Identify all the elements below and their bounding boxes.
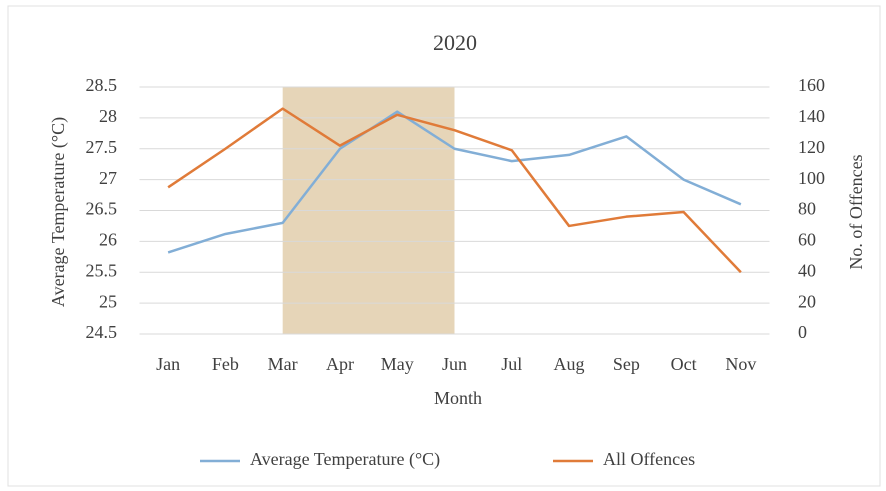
x-tick-label: Mar: [268, 354, 298, 374]
chart-title: 2020: [433, 30, 477, 55]
y2-tick-label: 140: [798, 106, 825, 126]
y-tick-label: 26: [99, 230, 117, 250]
legend-label: All Offences: [603, 449, 695, 469]
x-tick-label: Jan: [156, 354, 180, 374]
y2-tick-label: 40: [798, 260, 816, 280]
x-tick-label: Jun: [442, 354, 467, 374]
y2-tick-label: 160: [798, 75, 825, 95]
y2-tick-label: 100: [798, 168, 825, 188]
y-tick-label: 25: [99, 291, 117, 311]
y2-tick-label: 120: [798, 137, 825, 157]
y-tick-label: 24.5: [86, 322, 118, 342]
y2-tick-label: 20: [798, 291, 816, 311]
x-tick-label: Feb: [212, 354, 239, 374]
x-tick-label: May: [381, 354, 414, 374]
x-tick-label: Oct: [671, 354, 697, 374]
y2-tick-label: 60: [798, 230, 816, 250]
y-tick-label: 25.5: [86, 260, 118, 280]
y-tick-label: 27: [99, 168, 117, 188]
x-tick-label: Aug: [554, 354, 585, 374]
legend-label: Average Temperature (°C): [250, 449, 440, 470]
y-tick-label: 27.5: [86, 137, 118, 157]
series-line: [167, 107, 742, 274]
x-tick-label: Nov: [725, 354, 756, 374]
x-tick-label: Apr: [326, 354, 354, 374]
y2-tick-label: 0: [798, 322, 807, 342]
series-line: [167, 110, 742, 254]
y-axis-label: Average Temperature (°C): [48, 117, 69, 307]
x-tick-label: Sep: [613, 354, 640, 374]
y2-tick-label: 80: [798, 199, 816, 219]
y2-axis-label: No. of Offences: [846, 154, 866, 269]
y-tick-label: 26.5: [86, 199, 118, 219]
y-tick-label: 28: [99, 106, 117, 126]
y-tick-label: 28.5: [86, 75, 118, 95]
x-tick-label: Jul: [501, 354, 522, 374]
x-axis-label: Month: [434, 388, 482, 408]
